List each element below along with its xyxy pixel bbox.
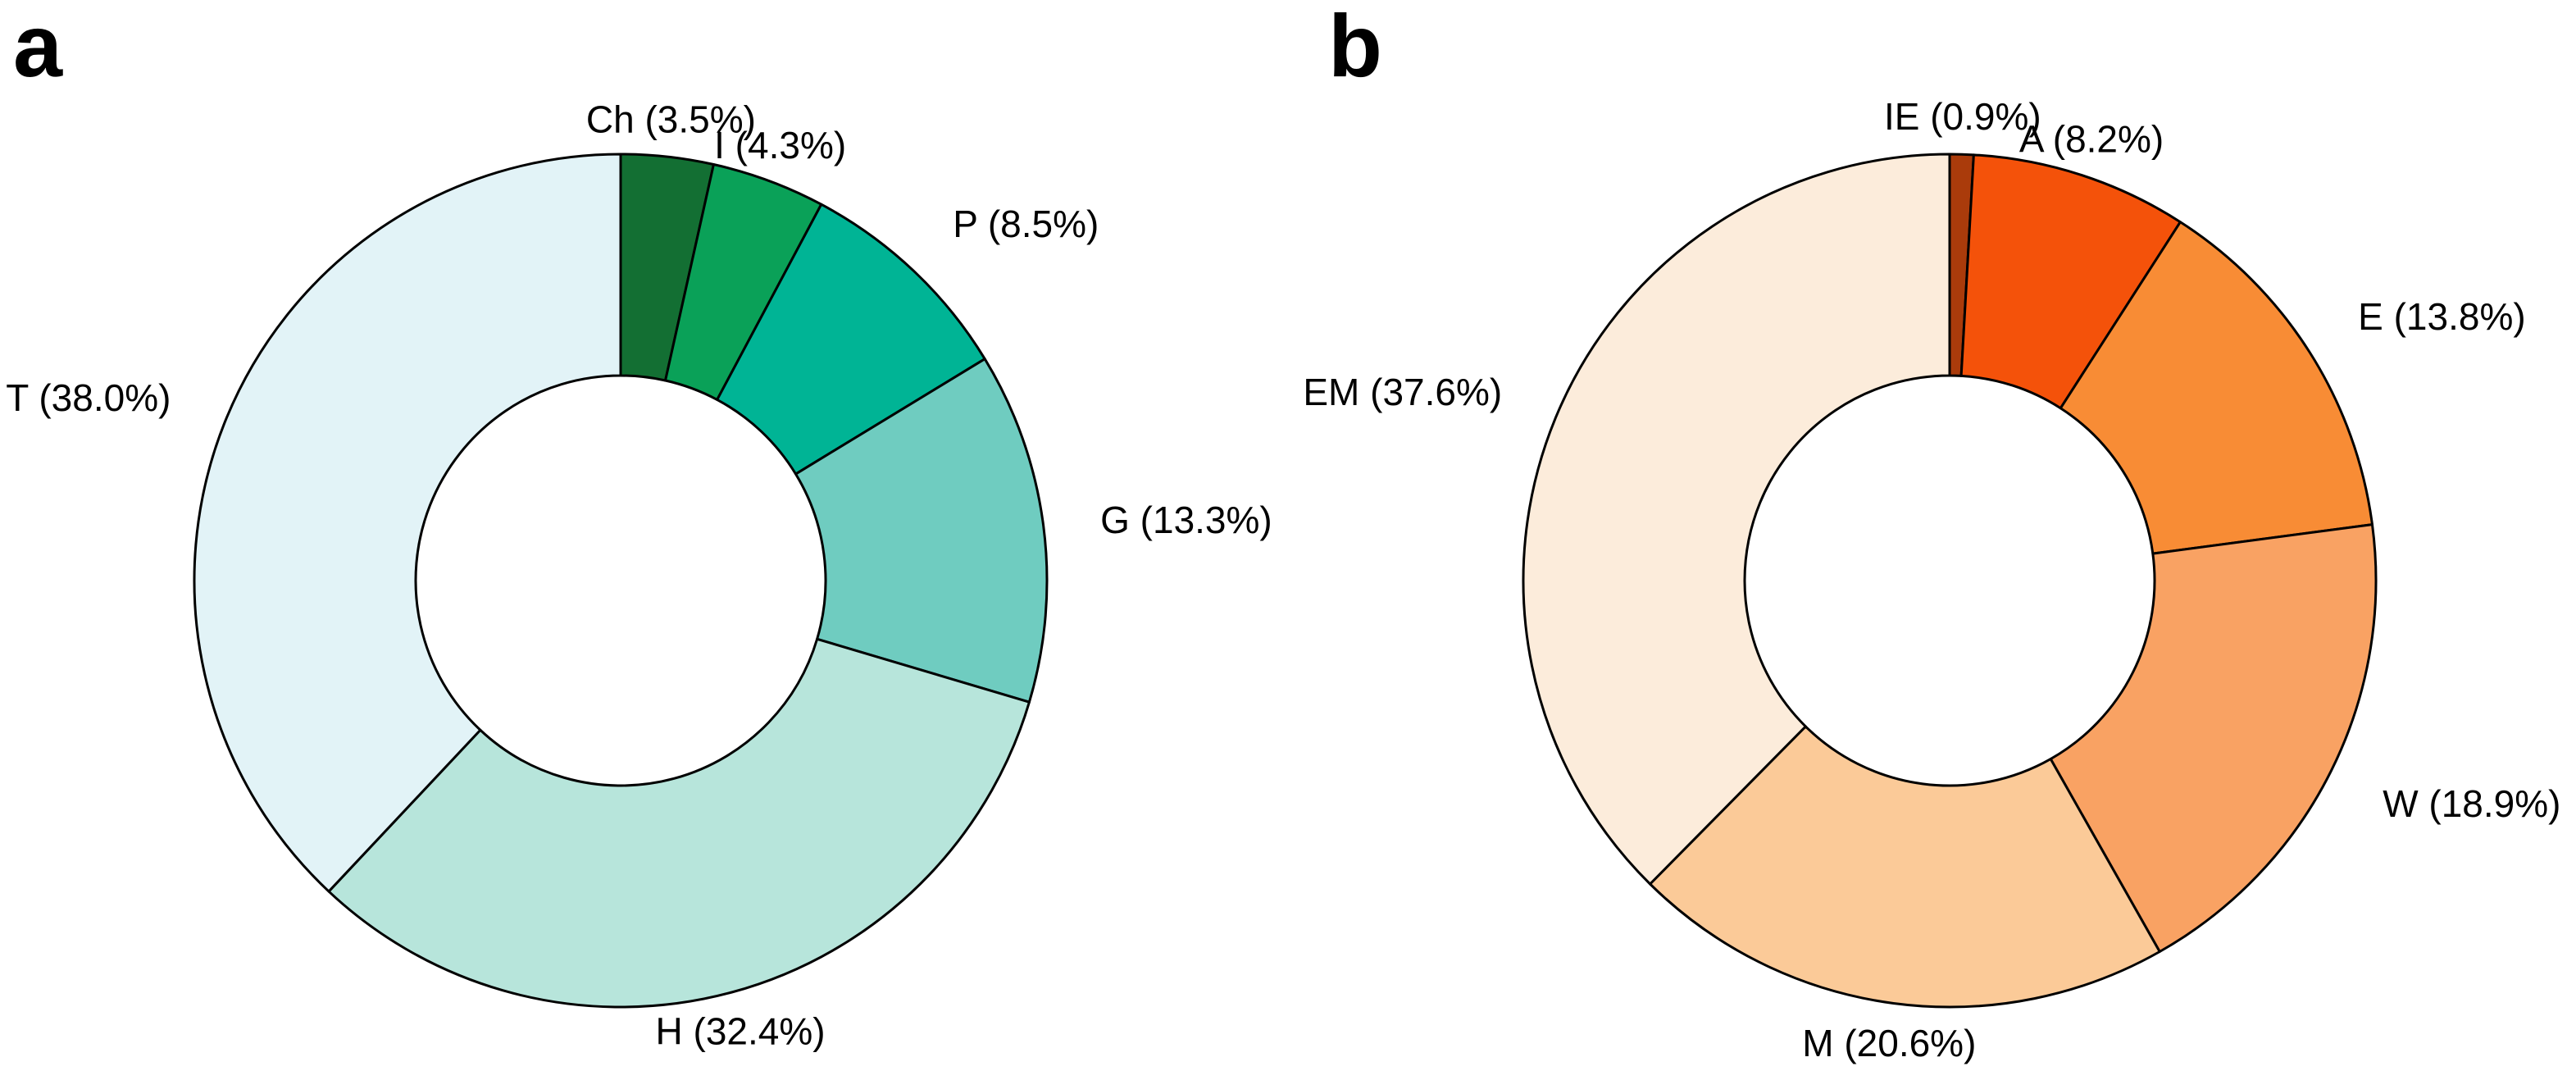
- slice-label-H: H (32.4%): [656, 1010, 826, 1053]
- panel-a-letter: a: [13, 0, 63, 95]
- slice-label-A: A (8.2%): [2019, 117, 2164, 160]
- donut-slice-W: [2049, 523, 2378, 953]
- slice-label-M: M (20.6%): [1802, 1022, 1976, 1064]
- slice-label-T: T (38.0%): [6, 376, 171, 419]
- donut-slice-T: [193, 153, 622, 893]
- slice-label-I: I (4.3%): [714, 124, 846, 166]
- slice-label-P: P (8.5%): [953, 203, 1099, 245]
- donut-slice-H: [327, 637, 1031, 1009]
- donut-slice-E: [2059, 221, 2373, 555]
- donut-slice-M: [1649, 725, 2161, 1009]
- slice-label-Ch: Ch (3.5%): [586, 98, 756, 140]
- slice-label-EM: EM (37.6%): [1303, 371, 1502, 413]
- slice-label-W: W (18.9%): [2383, 782, 2560, 825]
- donut-slice-G: [794, 358, 1049, 704]
- donut-chart-a: Ch (3.5%)I (4.3%) P (8.5%) G (13.3%) H (32.…: [6, 98, 1272, 1053]
- donut-chart-b: IE (0.9%)A (8.2%) E (13.8%) W (18.9%) M (20…: [1303, 95, 2560, 1064]
- donut-slice-EM: [1522, 153, 1951, 886]
- slice-label-G: G (13.3%): [1100, 499, 1272, 541]
- panel-a: a Ch (3.5%) I (4.3%) P (8.5%) G (13.3%) H (3…: [6, 0, 1272, 1053]
- panel-b: b IE (0.9%) A (8.2%) E (13.8%) W (18.9%) M (…: [1288, 0, 2576, 1080]
- slice-label-IE: IE (0.9%): [1884, 95, 2041, 138]
- donut-slice-A: [1959, 153, 2182, 410]
- panel-b-letter: b: [1328, 0, 1382, 95]
- slice-label-E: E (13.8%): [2358, 295, 2526, 338]
